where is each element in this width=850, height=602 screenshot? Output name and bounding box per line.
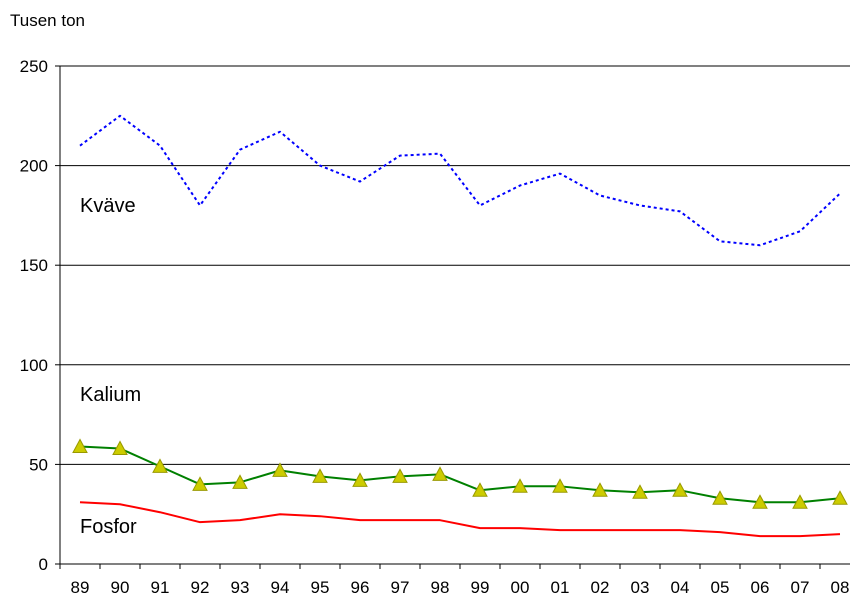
data-point-marker: [192, 476, 208, 491]
x-tick-label: 94: [271, 578, 290, 597]
data-point-marker: [832, 490, 848, 505]
series-line: [79, 445, 841, 504]
y-tick-labels: 0 50 100 150 200 250: [20, 57, 48, 574]
x-tick-label: 91: [151, 578, 170, 597]
x-tick-label: 98: [431, 578, 450, 597]
series-label: Kalium: [80, 384, 141, 406]
y-axis-label: Tusen ton: [10, 11, 85, 30]
x-tick-label: 99: [471, 578, 490, 597]
x-tick-labels: 89 90 91 92 93 94 95 96 97 98 99 00 01 02 03 04 05 06 07 08: [71, 578, 850, 597]
y-tick-label: 100: [20, 356, 48, 375]
x-tick-label: 01: [551, 578, 570, 597]
data-point-marker: [752, 494, 768, 509]
x-tick-label: 00: [511, 578, 530, 597]
x-tick-label: 05: [711, 578, 730, 597]
x-tick-label: 92: [191, 578, 210, 597]
data-point-marker: [472, 482, 488, 497]
data-point-marker: [592, 482, 608, 497]
series-group: [72, 114, 848, 538]
data-point-marker: [312, 468, 328, 483]
series-line: [79, 501, 841, 538]
data-point-marker: [112, 440, 128, 455]
data-point-marker: [152, 458, 168, 473]
data-point-marker: [712, 490, 728, 505]
series-line: [79, 114, 841, 247]
data-point-marker: [232, 474, 248, 489]
data-point-marker: [792, 494, 808, 509]
data-point-marker: [392, 468, 408, 483]
x-tick-label: 93: [231, 578, 250, 597]
y-tick-label: 200: [20, 157, 48, 176]
x-tick-label: 02: [591, 578, 610, 597]
axes: [55, 65, 850, 569]
data-point-marker: [552, 478, 568, 493]
x-tick-label: 03: [631, 578, 650, 597]
y-tick-label: 250: [20, 57, 48, 76]
data-point-marker: [72, 438, 88, 453]
x-tick-label: 96: [351, 578, 370, 597]
y-tick-label: 50: [29, 455, 48, 474]
x-tick-label: 97: [391, 578, 410, 597]
x-tick-label: 07: [791, 578, 810, 597]
series-labels: Kväve Kalium Fosfor: [80, 195, 141, 538]
gridlines: [60, 65, 850, 465]
data-point-marker: [632, 484, 648, 499]
x-tick-label: 90: [111, 578, 130, 597]
y-tick-label: 0: [39, 555, 48, 574]
x-tick-label: 06: [751, 578, 770, 597]
series-label: Kväve: [80, 195, 136, 217]
x-tick-label: 04: [671, 578, 690, 597]
data-point-marker: [512, 478, 528, 493]
data-point-marker: [672, 482, 688, 497]
data-point-marker: [272, 462, 288, 477]
data-point-marker: [432, 466, 448, 481]
series-label: Fosfor: [80, 516, 137, 538]
x-tick-label: 95: [311, 578, 330, 597]
x-tick-label: 08: [831, 578, 850, 597]
x-tick-label: 89: [71, 578, 90, 597]
y-tick-label: 150: [20, 256, 48, 275]
data-point-marker: [352, 472, 368, 487]
